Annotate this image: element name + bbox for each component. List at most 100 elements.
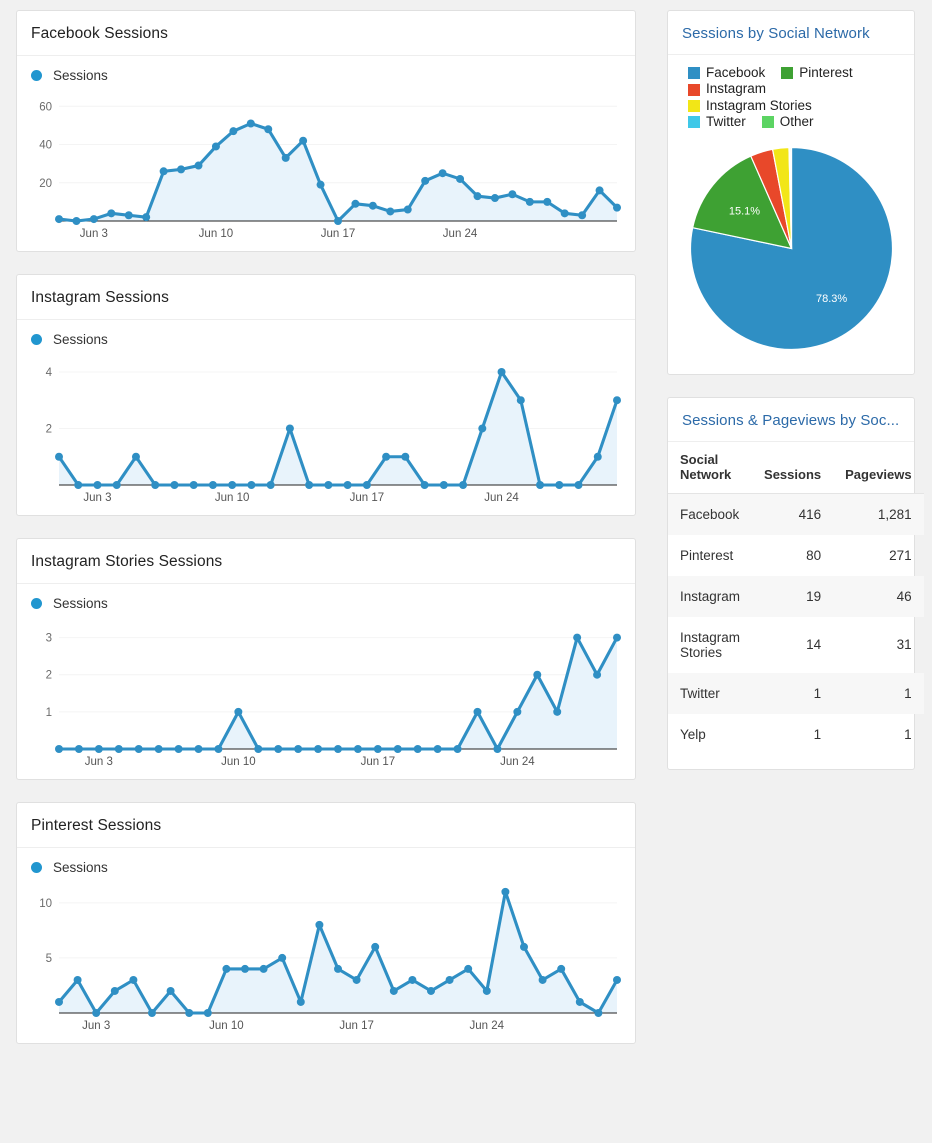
pie-legend-item-instagram-stories[interactable]: Instagram Stories bbox=[688, 98, 812, 114]
column-header-social-network[interactable]: Social Network bbox=[668, 441, 753, 494]
legend-dot-icon bbox=[31, 862, 42, 873]
panel-instagram-stories-sessions: Instagram Stories Sessions Sessions 1 2 3 J… bbox=[16, 538, 636, 780]
line-chart-pinterest: 5 10 Jun 3 Jun 10 Jun 17 Jun 24 bbox=[31, 875, 621, 1035]
svg-text:Jun 17: Jun 17 bbox=[361, 756, 396, 768]
sessions-pageviews-table: Social Network Sessions Pageviews Facebo… bbox=[668, 441, 924, 755]
panel-sessions-pageviews-table: Sessions & Pageviews by Soc... Social Ne… bbox=[667, 396, 924, 770]
svg-text:Jun 3: Jun 3 bbox=[80, 228, 108, 240]
svg-text:Jun 17: Jun 17 bbox=[339, 1020, 374, 1032]
svg-text:Jun 17: Jun 17 bbox=[350, 492, 385, 504]
pie-legend-item-instagram[interactable]: Instagram bbox=[688, 81, 766, 97]
pie-legend-item-other[interactable]: Other bbox=[761, 114, 814, 130]
table-row[interactable]: Instagram 19 46 bbox=[668, 575, 924, 617]
pie-legend-row: Twitter Other bbox=[688, 114, 902, 130]
svg-text:60: 60 bbox=[39, 101, 52, 113]
chart-area[interactable]: 20 40 60 Jun 3 Jun 10 Jun 17 Jun 24 bbox=[17, 83, 635, 251]
swatch-instagram-stories-icon bbox=[688, 100, 700, 113]
svg-text:Jun 10: Jun 10 bbox=[199, 228, 234, 240]
chart-legend: Sessions bbox=[17, 320, 635, 347]
chart-area[interactable]: 1 2 3 Jun 3 Jun 10 Jun 17 Jun 24 bbox=[17, 611, 635, 779]
panel-title: Facebook Sessions bbox=[17, 11, 635, 56]
cell-pageviews: 31 bbox=[896, 637, 912, 653]
legend-dot-icon bbox=[31, 334, 42, 345]
swatch-twitter-icon bbox=[688, 116, 700, 129]
pie-legend-label: Other bbox=[779, 114, 814, 130]
cell-network: Pinterest bbox=[680, 547, 734, 563]
svg-text:Jun 24: Jun 24 bbox=[500, 756, 535, 768]
svg-text:Jun 24: Jun 24 bbox=[484, 492, 519, 504]
pie-legend-row: Instagram bbox=[688, 81, 902, 97]
right-column: Sessions by Social Network Facebook Pint… bbox=[667, 10, 924, 792]
svg-text:Jun 10: Jun 10 bbox=[221, 756, 256, 768]
cell-sessions: 80 bbox=[806, 547, 822, 563]
legend-dot-icon bbox=[31, 70, 42, 81]
cell-sessions: 416 bbox=[798, 506, 822, 522]
chart-area[interactable]: 5 10 Jun 3 Jun 10 Jun 17 Jun 24 bbox=[17, 875, 635, 1043]
swatch-instagram-icon bbox=[688, 83, 700, 96]
cell-pageviews: 1,281 bbox=[877, 506, 912, 522]
table-head: Social Network Sessions Pageviews bbox=[668, 441, 924, 494]
table-row[interactable]: Facebook 416 1,281 bbox=[668, 493, 924, 535]
table-row[interactable]: Twitter 1 1 bbox=[668, 672, 924, 714]
pie-legend-item-twitter[interactable]: Twitter bbox=[688, 114, 746, 130]
table-header-row: Social Network Sessions Pageviews bbox=[668, 441, 924, 494]
pie-chart-area[interactable]: 78.3% 15.1% bbox=[668, 135, 914, 374]
chart-area[interactable]: 2 4 Jun 3 Jun 10 Jun 17 Jun 24 bbox=[17, 347, 635, 515]
cell-sessions: 19 bbox=[806, 588, 822, 604]
legend-dot-icon bbox=[31, 598, 42, 609]
swatch-facebook-icon bbox=[688, 67, 700, 80]
cell-network: Instagram bbox=[680, 588, 741, 604]
pie-legend-label: Pinterest bbox=[799, 65, 853, 80]
cell-pageviews: 271 bbox=[889, 547, 912, 563]
pie-chart: 78.3% 15.1% bbox=[684, 141, 899, 356]
pie-legend-item-facebook[interactable]: Facebook bbox=[688, 65, 765, 81]
pie-legend-label: Instagram Stories bbox=[706, 97, 812, 113]
svg-text:20: 20 bbox=[39, 178, 52, 190]
table-footer-spacer bbox=[668, 755, 914, 769]
table-row[interactable]: Pinterest 80 271 bbox=[668, 535, 924, 576]
column-header-sessions[interactable]: Sessions bbox=[752, 441, 834, 494]
cell-pageviews: 46 bbox=[896, 588, 912, 604]
panel-title: Pinterest Sessions bbox=[17, 803, 635, 848]
svg-text:Jun 3: Jun 3 bbox=[83, 492, 111, 504]
cell-network: Facebook bbox=[680, 506, 740, 522]
table-body: Facebook 416 1,281 Pinterest 80 271 Instagram 1… bbox=[668, 493, 924, 755]
panel-title: Instagram Sessions bbox=[17, 275, 635, 320]
pie-legend: Facebook Pinterest Instagram bbox=[668, 55, 914, 135]
cell-pageviews: 1 bbox=[904, 685, 912, 701]
table-row[interactable]: Instagram Stories 14 31 bbox=[668, 617, 924, 673]
cell-pageviews: 1 bbox=[904, 726, 912, 742]
chart-legend: Sessions bbox=[17, 56, 635, 83]
pie-legend-item-pinterest[interactable]: Pinterest bbox=[781, 65, 853, 81]
svg-text:4: 4 bbox=[46, 367, 53, 379]
pie-legend-row: Instagram Stories bbox=[688, 98, 902, 114]
panel-instagram-sessions: Instagram Sessions Sessions 2 4 Jun 3 Jun 1… bbox=[16, 274, 636, 516]
svg-text:15.1%: 15.1% bbox=[728, 205, 759, 217]
panel-title-link[interactable]: Sessions by Social Network bbox=[668, 11, 914, 55]
legend-label: Sessions bbox=[53, 332, 108, 347]
column-header-pageviews[interactable]: Pageviews bbox=[833, 441, 924, 494]
svg-text:78.3%: 78.3% bbox=[815, 293, 846, 305]
svg-text:Jun 3: Jun 3 bbox=[85, 756, 113, 768]
left-column: Facebook Sessions Sessions 20 40 60 Jun 3 Ju… bbox=[16, 10, 636, 1066]
svg-text:1: 1 bbox=[46, 707, 52, 719]
panel-title-link[interactable]: Sessions & Pageviews by Soc... bbox=[668, 398, 914, 442]
legend-label: Sessions bbox=[53, 596, 108, 611]
chart-legend: Sessions bbox=[17, 584, 635, 611]
svg-text:Jun 10: Jun 10 bbox=[215, 492, 250, 504]
table-row[interactable]: Yelp 1 1 bbox=[668, 714, 924, 755]
svg-text:2: 2 bbox=[46, 423, 52, 435]
svg-text:5: 5 bbox=[46, 953, 52, 965]
panel-facebook-sessions: Facebook Sessions Sessions 20 40 60 Jun 3 Ju… bbox=[16, 10, 636, 252]
svg-text:Jun 10: Jun 10 bbox=[209, 1020, 244, 1032]
cell-sessions: 1 bbox=[813, 685, 822, 701]
svg-text:3: 3 bbox=[46, 633, 52, 645]
svg-text:40: 40 bbox=[39, 140, 52, 152]
svg-text:10: 10 bbox=[39, 898, 52, 910]
swatch-other-icon bbox=[761, 116, 774, 129]
legend-label: Sessions bbox=[53, 68, 108, 83]
svg-text:Jun 24: Jun 24 bbox=[470, 1020, 505, 1032]
pie-legend-label: Facebook bbox=[706, 65, 766, 80]
line-chart-instagram-stories: 1 2 3 Jun 3 Jun 10 Jun 17 Jun 24 bbox=[31, 611, 621, 771]
